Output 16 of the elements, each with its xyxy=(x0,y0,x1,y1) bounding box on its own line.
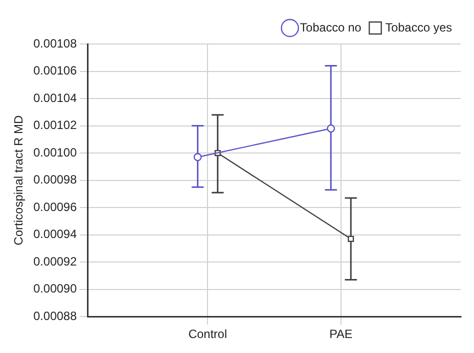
y-tick-label: 0.00106 xyxy=(33,64,78,78)
y-tick-label: 0.00088 xyxy=(33,308,78,323)
y-tick-label: 0.00100 xyxy=(33,145,78,160)
y-tick-label: 0.00098 xyxy=(33,172,78,187)
y-tick-label: 0.00108 xyxy=(33,36,78,50)
y-axis-title: Corticospinal tract R MD xyxy=(12,114,26,246)
legend-label: Tobacco yes xyxy=(385,20,452,34)
y-tick-label: 0.00094 xyxy=(33,227,78,242)
x-tick-label: Control xyxy=(188,327,228,342)
x-tick-label: PAE xyxy=(329,327,352,342)
legend-label: Tobacco no xyxy=(300,20,362,34)
y-tick-label: 0.00102 xyxy=(33,118,78,132)
y-tick-label: 0.00092 xyxy=(33,254,78,268)
y-tick-label: 0.00096 xyxy=(33,200,78,214)
y-tick-label: 0.00104 xyxy=(33,90,78,105)
y-tick-label: 0.00090 xyxy=(33,282,78,296)
